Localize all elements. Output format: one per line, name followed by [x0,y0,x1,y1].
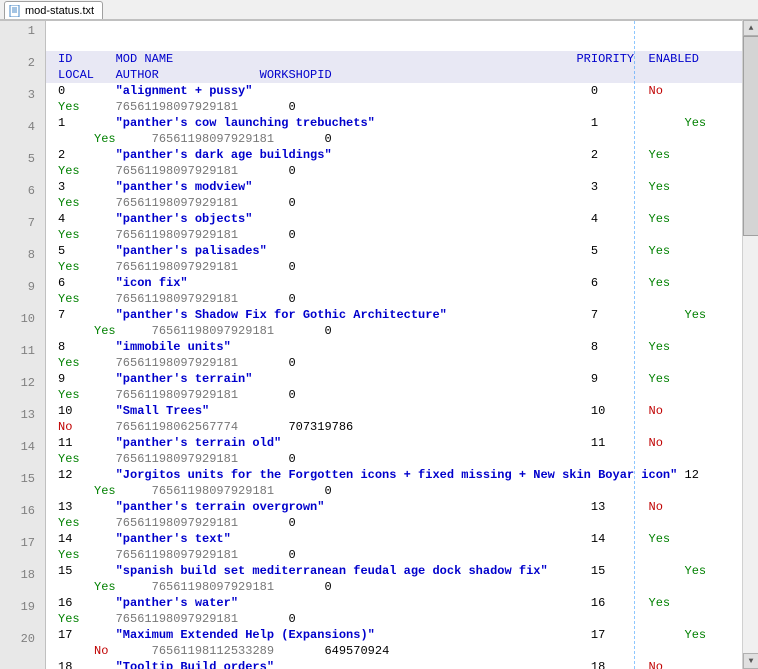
line-number: 1 [0,23,45,55]
code-line: Yes 76561198097929181 0 [46,547,758,563]
code-line: 1 "panther's cow launching trebuchets" 1… [46,115,758,131]
code-line: 13 "panther's terrain overgrown" 13 No [46,499,758,515]
line-number: 2 [0,55,45,87]
tab-label: mod-status.txt [25,5,94,17]
code-line: Yes 76561198097929181 0 [46,259,758,275]
line-number: 11 [0,343,45,375]
code-line: 8 "immobile units" 8 Yes [46,339,758,355]
line-number: 7 [0,215,45,247]
file-tab[interactable]: mod-status.txt [4,1,103,19]
vertical-scrollbar[interactable]: ▲ ▼ [742,20,758,669]
line-number: 5 [0,151,45,183]
editor: 1234567891011121314151617181920 ID MOD N… [0,20,758,669]
code-line: Yes 76561198097929181 0 [46,483,758,499]
code-line: Yes 76561198097929181 0 [46,611,758,627]
scrollbar-track[interactable] [743,36,758,653]
code-line: Yes 76561198097929181 0 [46,131,758,147]
code-line: Yes 76561198097929181 0 [46,579,758,595]
code-line: Yes 76561198097929181 0 [46,387,758,403]
code-line: Yes 76561198097929181 0 [46,163,758,179]
code-line: 16 "panther's water" 16 Yes [46,595,758,611]
code-line: Yes 76561198097929181 0 [46,195,758,211]
code-line: 17 "Maximum Extended Help (Expansions)" … [46,627,758,643]
line-number: 16 [0,503,45,535]
code-line: 0 "alignment + pussy" 0 No [46,83,758,99]
code-line: 5 "panther's palisades" 5 Yes [46,243,758,259]
line-number: 3 [0,87,45,119]
code-line: 6 "icon fix" 6 Yes [46,275,758,291]
code-line: No 76561198062567774 707319786 [46,419,758,435]
line-number: 13 [0,407,45,439]
code-line: Yes 76561198097929181 0 [46,355,758,371]
code-line: 4 "panther's objects" 4 Yes [46,211,758,227]
code-line: Yes 76561198097929181 0 [46,99,758,115]
code-line: Yes 76561198097929181 0 [46,515,758,531]
line-number-gutter: 1234567891011121314151617181920 [0,21,46,669]
code-line: Yes 76561198097929181 0 [46,451,758,467]
scrollbar-thumb[interactable] [743,36,758,236]
code-line: Yes 76561198097929181 0 [46,291,758,307]
text-content[interactable]: ID MOD NAME PRIORITY ENABLEDLOCAL AUTHOR… [46,21,758,669]
line-number: 15 [0,471,45,503]
line-number: 14 [0,439,45,471]
line-number: 4 [0,119,45,151]
tab-bar: mod-status.txt [0,0,758,20]
line-number: 10 [0,311,45,343]
code-line: 12 "Jorgitos units for the Forgotten ico… [46,467,758,483]
line-number: 8 [0,247,45,279]
code-line: No 76561198112533289 649570924 [46,643,758,659]
code-line: 10 "Small Trees" 10 No [46,403,758,419]
line-number: 9 [0,279,45,311]
code-line: LOCAL AUTHOR WORKSHOPID [46,67,758,83]
code-line: ID MOD NAME PRIORITY ENABLED [46,51,758,67]
code-line: 7 "panther's Shadow Fix for Gothic Archi… [46,307,758,323]
line-number: 20 [0,631,45,663]
file-icon [9,5,21,17]
code-line: 15 "spanish build set mediterranean feud… [46,563,758,579]
code-line: 14 "panther's text" 14 Yes [46,531,758,547]
scroll-down-button[interactable]: ▼ [743,653,758,669]
line-number: 17 [0,535,45,567]
code-line: 3 "panther's modview" 3 Yes [46,179,758,195]
code-line: 9 "panther's terrain" 9 Yes [46,371,758,387]
code-line: 2 "panther's dark age buildings" 2 Yes [46,147,758,163]
line-number: 18 [0,567,45,599]
scroll-up-button[interactable]: ▲ [743,20,758,36]
code-line: 11 "panther's terrain old" 11 No [46,435,758,451]
line-number: 12 [0,375,45,407]
code-line: Yes 76561198097929181 0 [46,227,758,243]
code-line: 18 "Tooltip Build orders" 18 No [46,659,758,669]
line-number: 6 [0,183,45,215]
line-number: 19 [0,599,45,631]
code-line: Yes 76561198097929181 0 [46,323,758,339]
